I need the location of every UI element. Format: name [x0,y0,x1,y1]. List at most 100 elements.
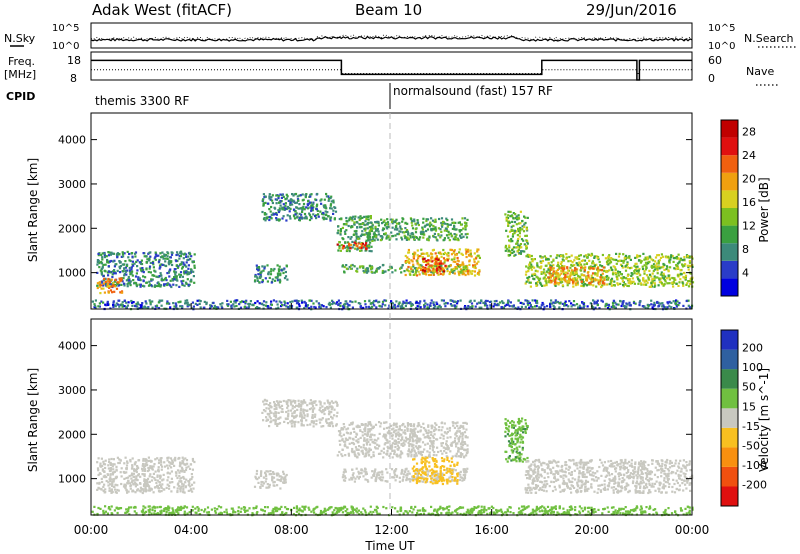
range-cell [203,306,206,309]
range-cell [173,305,176,308]
range-cell [471,270,474,273]
range-cell [181,305,184,309]
range-cell [617,283,620,286]
range-cell [385,426,388,430]
range-cell [172,302,175,305]
range-cell [444,222,447,225]
range-cell [367,423,370,426]
range-cell [142,252,145,255]
range-cell [478,306,481,309]
range-cell [464,421,467,424]
range-cell [526,253,529,256]
range-cell [414,228,417,231]
range-cell [462,227,465,230]
range-cell [556,254,559,257]
range-cell [137,473,140,476]
range-cell [682,276,685,279]
range-cell [432,439,435,443]
range-cell [644,256,647,259]
range-cell [456,300,460,303]
range-cell [159,475,162,478]
range-cell [540,271,543,274]
range-cell [271,201,274,205]
range-cell [309,206,312,209]
range-cell [108,251,111,254]
range-cell [329,204,332,207]
range-cell [439,272,442,276]
range-cell [109,476,112,479]
range-cell [357,216,360,219]
range-cell [296,215,299,218]
range-cell [323,412,326,416]
range-cell [158,260,161,263]
range-cell [480,306,483,309]
range-cell [103,470,106,473]
range-cell [188,303,191,306]
range-cell [174,278,177,281]
range-cell [168,484,171,487]
range-cell [441,442,444,445]
range-cell [191,476,194,479]
range-cell [621,302,624,305]
station-title: Adak West (fitACF) [92,1,232,19]
range-cell [270,205,273,209]
range-cell [123,284,126,287]
range-cell [673,278,676,281]
range-cell [644,258,647,261]
range-cell [356,245,359,248]
range-cell [562,259,565,262]
range-cell [605,302,608,305]
range-cell [142,457,145,461]
range-cell [636,255,640,258]
range-cell [573,272,576,275]
range-cell [306,305,309,308]
range-cell [158,299,161,302]
range-cell [395,441,398,444]
range-cell [573,273,576,277]
range-cell [299,207,302,210]
range-cell [447,223,450,226]
range-cell [384,442,387,445]
range-cell [445,217,448,220]
range-cell [342,433,345,436]
range-cell [347,304,350,307]
range-cell [126,250,129,253]
range-cell [276,478,279,481]
range-cell [453,233,456,236]
range-cell [115,475,118,478]
range-cell [388,238,391,241]
range-cell [540,256,543,259]
range-cell [431,425,434,428]
range-cell [275,194,278,197]
range-cell [531,274,534,277]
range-cell [455,266,458,269]
range-cell [434,252,437,255]
range-cell [460,271,463,274]
range-cell [265,477,268,480]
range-cell [368,264,371,267]
range-cell [170,251,173,254]
range-cell [312,202,315,205]
range-cell [453,249,456,252]
range-cell [365,247,368,250]
range-cell [318,303,321,306]
range-cell [149,466,152,469]
range-cell [458,230,461,233]
range-cell [414,434,417,437]
range-cell [644,306,647,309]
range-cell [459,234,462,237]
range-cell [547,276,550,279]
range-cell [302,399,306,402]
range-cell [554,278,557,282]
range-cell [107,265,110,268]
range-cell [363,245,367,248]
range-cell [110,259,113,263]
range-cell [528,254,531,257]
range-cell [395,429,398,432]
range-cell [120,277,123,280]
range-cell [341,247,344,250]
range-cell [109,461,112,465]
range-cell [124,270,128,273]
range-cell [286,278,289,281]
range-cell [465,250,468,253]
